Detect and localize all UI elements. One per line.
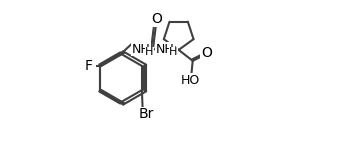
Text: O: O — [151, 12, 162, 27]
Text: F: F — [85, 59, 93, 73]
Text: NH: NH — [156, 43, 175, 56]
Text: Br: Br — [139, 107, 154, 121]
Text: H: H — [169, 47, 178, 57]
Text: NH: NH — [132, 43, 151, 56]
Text: HO: HO — [181, 74, 200, 87]
Text: O: O — [201, 46, 212, 60]
Text: H: H — [145, 47, 153, 57]
